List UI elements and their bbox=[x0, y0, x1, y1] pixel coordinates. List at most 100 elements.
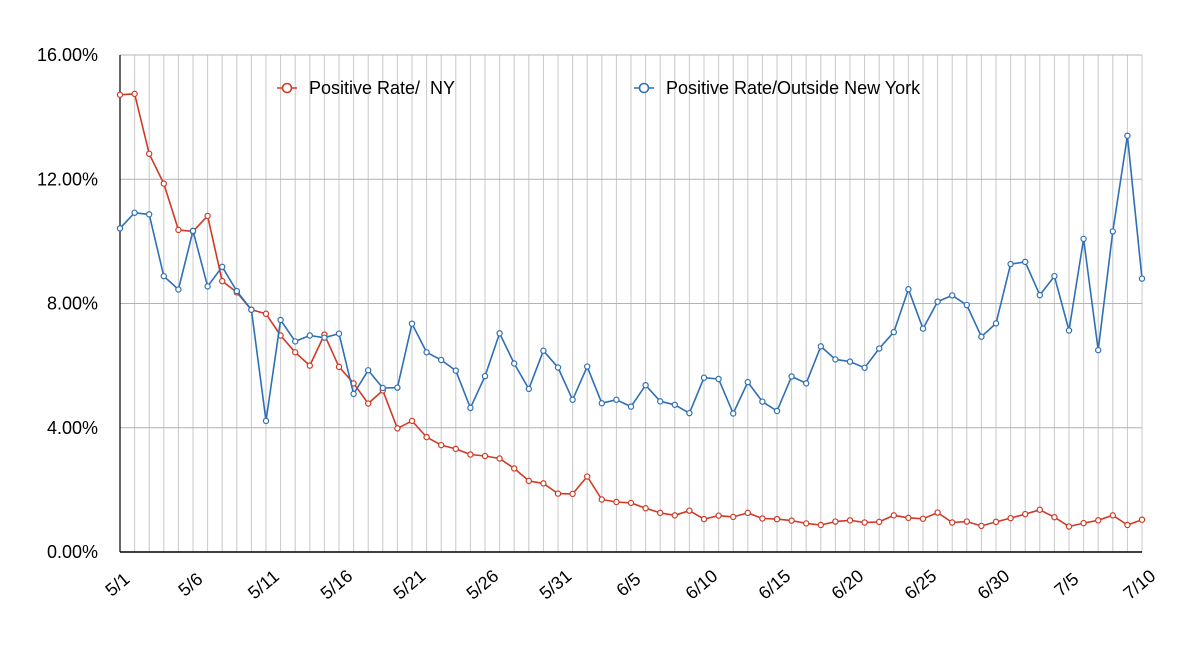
data-point bbox=[744, 378, 752, 386]
data-point bbox=[876, 518, 883, 526]
data-point bbox=[306, 332, 313, 339]
data-point bbox=[116, 225, 124, 232]
data-point bbox=[773, 407, 781, 415]
data-point bbox=[876, 345, 883, 352]
data-point bbox=[1109, 512, 1117, 519]
data-point bbox=[262, 310, 270, 317]
legend-item: Positive Rate/Outside New York bbox=[634, 78, 921, 98]
data-point bbox=[554, 490, 562, 497]
data-point bbox=[1138, 275, 1146, 282]
data-point bbox=[657, 509, 664, 517]
data-point bbox=[511, 465, 518, 472]
data-point bbox=[1094, 517, 1102, 524]
data-point bbox=[292, 338, 299, 345]
data-point bbox=[584, 473, 591, 480]
x-tick-label: 5/31 bbox=[536, 566, 576, 604]
data-point bbox=[394, 384, 401, 391]
data-point bbox=[438, 441, 445, 449]
data-point bbox=[1109, 228, 1117, 235]
data-point bbox=[1124, 132, 1131, 139]
data-point bbox=[992, 320, 1000, 327]
legend-label: Positive Rate/ NY bbox=[309, 78, 455, 98]
data-point bbox=[861, 519, 868, 526]
y-tick-label: 0.00% bbox=[47, 542, 98, 562]
data-point bbox=[642, 505, 649, 512]
series-outside-ny bbox=[116, 132, 1146, 425]
data-point bbox=[452, 367, 459, 374]
data-point bbox=[540, 347, 547, 354]
data-point bbox=[832, 518, 839, 525]
legend-item: Positive Rate/ NY bbox=[277, 78, 455, 98]
data-point bbox=[846, 517, 854, 524]
axes bbox=[119, 55, 1142, 553]
data-point bbox=[759, 515, 766, 522]
data-point bbox=[248, 306, 255, 313]
data-point bbox=[204, 283, 211, 290]
series-ny bbox=[116, 90, 1146, 530]
data-point bbox=[262, 417, 270, 425]
data-point bbox=[1065, 523, 1073, 530]
x-tick-label: 6/25 bbox=[901, 566, 941, 604]
data-point bbox=[817, 521, 825, 529]
data-point bbox=[131, 90, 138, 98]
data-point bbox=[686, 507, 693, 514]
data-point bbox=[365, 400, 372, 407]
data-point bbox=[992, 518, 1000, 526]
data-point bbox=[715, 512, 722, 519]
data-point bbox=[803, 520, 810, 527]
data-point bbox=[598, 496, 606, 503]
data-point bbox=[657, 398, 664, 405]
data-point bbox=[1080, 519, 1087, 527]
data-point bbox=[934, 298, 941, 305]
data-point bbox=[1007, 514, 1014, 522]
data-point bbox=[175, 286, 182, 293]
data-point bbox=[642, 381, 649, 389]
data-point bbox=[511, 360, 518, 367]
data-point bbox=[1124, 521, 1131, 529]
data-point bbox=[788, 517, 795, 524]
data-point bbox=[788, 373, 795, 380]
data-point bbox=[832, 356, 839, 363]
data-point bbox=[525, 477, 533, 485]
data-point bbox=[963, 518, 971, 525]
data-point bbox=[1065, 327, 1073, 334]
data-point bbox=[496, 455, 503, 462]
data-point bbox=[277, 316, 284, 324]
data-point bbox=[1051, 514, 1058, 521]
data-point bbox=[189, 227, 197, 235]
x-tick-label: 7/5 bbox=[1050, 569, 1082, 600]
data-point bbox=[627, 403, 635, 410]
data-point bbox=[613, 498, 620, 506]
data-point bbox=[700, 515, 708, 523]
data-point bbox=[233, 287, 240, 295]
data-point bbox=[949, 519, 956, 526]
y-axis-tick-labels: 0.00% 4.00% 8.00% 12.00% 16.00% bbox=[37, 45, 98, 562]
data-point bbox=[145, 211, 153, 218]
data-point bbox=[671, 512, 679, 519]
data-point bbox=[452, 445, 459, 453]
data-point bbox=[408, 320, 416, 327]
data-point bbox=[321, 334, 328, 341]
data-point bbox=[408, 417, 416, 425]
data-point bbox=[496, 330, 503, 337]
y-tick-label: 16.00% bbox=[37, 45, 98, 65]
data-point bbox=[846, 358, 854, 365]
data-point bbox=[773, 515, 781, 523]
data-point bbox=[292, 349, 299, 356]
data-point bbox=[613, 396, 620, 403]
data-point bbox=[350, 390, 357, 398]
data-point bbox=[817, 343, 825, 350]
data-point bbox=[540, 480, 547, 487]
data-point bbox=[919, 325, 927, 332]
x-tick-label: 5/1 bbox=[101, 569, 133, 600]
x-tick-label: 5/21 bbox=[390, 566, 430, 604]
data-point bbox=[160, 272, 167, 280]
x-tick-label: 6/30 bbox=[974, 566, 1014, 604]
data-point bbox=[934, 509, 941, 516]
data-point bbox=[919, 515, 927, 522]
data-point bbox=[584, 363, 591, 370]
data-point bbox=[744, 509, 752, 517]
data-point bbox=[116, 91, 124, 98]
data-point bbox=[949, 292, 956, 299]
